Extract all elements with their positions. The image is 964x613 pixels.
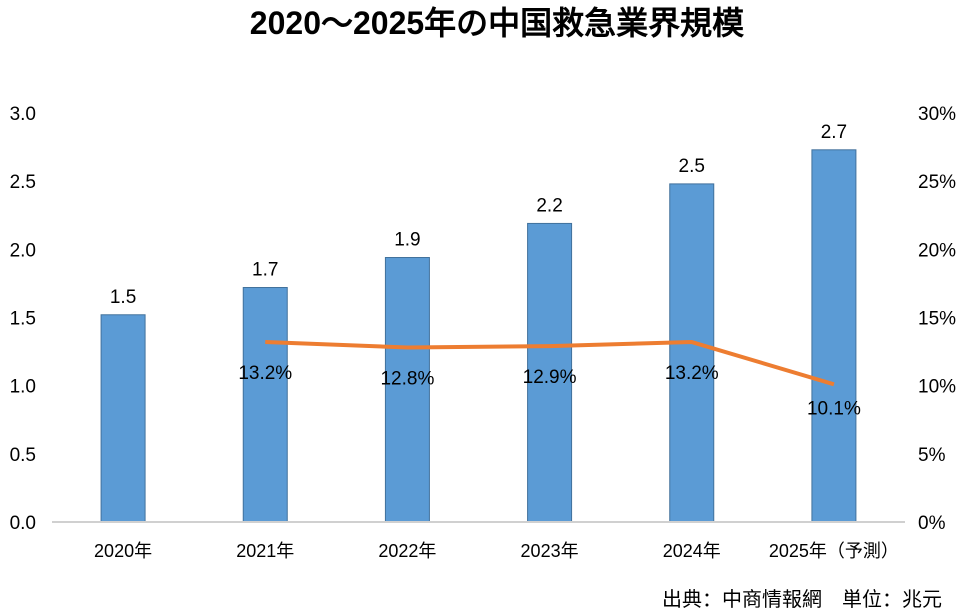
bar — [242, 287, 288, 523]
growth-rate-line — [265, 340, 835, 387]
bar-data-label: 2.2 — [536, 195, 562, 216]
x-axis-tick-label: 2020年 — [94, 541, 152, 561]
x-axis-tick-label: 2024年 — [663, 541, 721, 561]
left-axis-tick-label: 1.5 — [10, 309, 36, 330]
bar — [527, 222, 573, 523]
right-axis-tick-label: 5% — [918, 445, 946, 466]
bar-data-label: 2.5 — [679, 156, 705, 177]
right-axis-tick-label: 25% — [918, 172, 956, 193]
right-axis-tick-label: 15% — [918, 309, 956, 330]
x-axis-tick-label: 2021年 — [236, 541, 294, 561]
chart-title: 2020～2025年の中国救急業界規模 — [250, 5, 744, 41]
bar-data-label: 1.9 — [394, 230, 420, 251]
right-axis-tick-label: 0% — [918, 513, 946, 534]
line-data-label: 10.1% — [807, 398, 861, 419]
x-axis-tick-label: 2023年 — [521, 541, 579, 561]
bar — [811, 149, 857, 523]
bar-data-label: 1.7 — [252, 260, 278, 281]
line-data-label: 12.9% — [523, 367, 577, 388]
line-data-label: 12.8% — [380, 368, 434, 389]
left-axis-tick-label: 0.5 — [10, 445, 36, 466]
bar — [384, 257, 430, 523]
source-note: 出典：中商情報網 単位：兆元 — [662, 588, 942, 611]
line-data-label: 13.2% — [238, 363, 292, 384]
right-axis-tick-label: 10% — [918, 377, 956, 398]
bar-data-label: 1.5 — [110, 287, 136, 308]
right-axis-tick-label: 30% — [918, 104, 956, 125]
plot-area: 0.0 0.5 1.0 1.5 2.0 2.5 3.0 0% 5% 10% 15% 20% 25% 30%… — [10, 104, 957, 561]
line-data-label: 13.2% — [665, 363, 719, 384]
left-axis-tick-label: 3.0 — [10, 104, 36, 125]
bar-data-label: 2.7 — [821, 122, 847, 143]
x-axis-tick-label: 2022年 — [378, 541, 436, 561]
left-axis-tick-label: 1.0 — [10, 377, 36, 398]
right-axis-tick-label: 20% — [918, 240, 956, 261]
left-axis-tick-label: 0.0 — [10, 513, 36, 534]
left-axis-tick-label: 2.0 — [10, 240, 36, 261]
bar — [100, 314, 146, 523]
bar — [669, 183, 715, 523]
left-axis-tick-label: 2.5 — [10, 172, 36, 193]
x-axis-tick-label: 2025年（予測） — [769, 541, 899, 561]
